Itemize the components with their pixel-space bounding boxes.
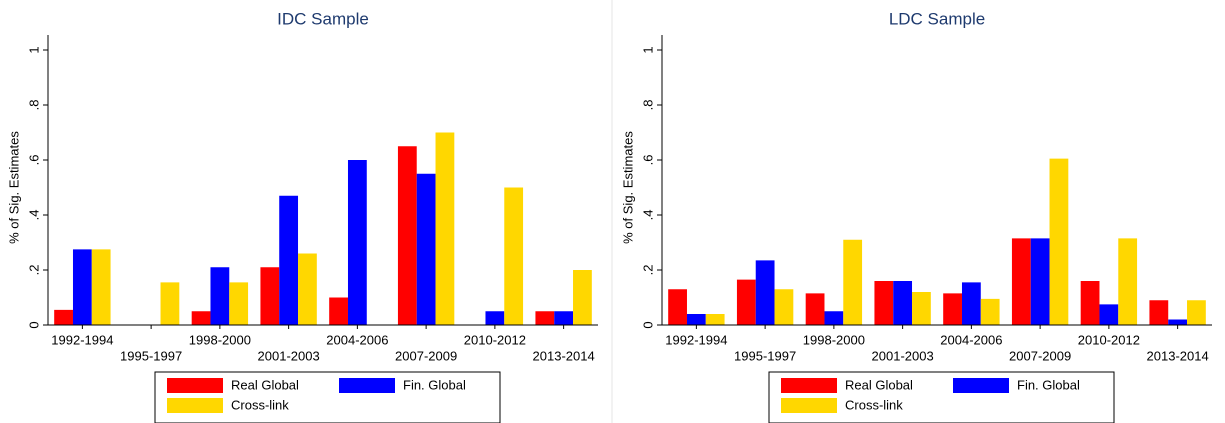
bar <box>755 260 775 325</box>
bar <box>824 311 844 325</box>
bar <box>416 173 436 325</box>
y-tick-label: 0 <box>26 321 41 328</box>
y-tick-label: 1 <box>26 46 41 53</box>
x-tick-label: 2010-2012 <box>1078 332 1140 347</box>
y-tick-label: .6 <box>26 155 41 166</box>
bar <box>874 281 894 325</box>
legend-label: Cross-link <box>845 397 903 412</box>
y-tick-label: 0 <box>640 321 655 328</box>
bar <box>435 132 455 325</box>
bar <box>912 292 931 325</box>
bar <box>535 311 555 325</box>
y-tick-label: .4 <box>26 210 41 221</box>
x-tick-label: 2004-2006 <box>326 332 388 347</box>
bar <box>554 311 574 325</box>
bar <box>72 249 92 325</box>
legend-swatch <box>781 398 837 413</box>
x-tick-label: 1995-1997 <box>734 348 796 363</box>
x-tick-label: 2013-2014 <box>533 348 595 363</box>
bar <box>805 293 825 325</box>
bar <box>347 160 367 325</box>
bar <box>943 293 962 325</box>
bar <box>160 282 180 325</box>
y-axis-label: % of Sig. Estimates <box>620 131 635 244</box>
legend-swatch <box>953 378 1009 393</box>
bar <box>1030 238 1050 325</box>
x-tick-label: 1998-2000 <box>803 332 865 347</box>
x-tick-label: 2010-2012 <box>464 332 526 347</box>
x-tick-label: 2013-2014 <box>1147 348 1209 363</box>
bar <box>1187 300 1206 325</box>
x-tick-label: 2004-2006 <box>940 332 1002 347</box>
legend-swatch <box>167 398 223 413</box>
y-tick-label: .2 <box>26 265 41 276</box>
bar <box>397 146 417 325</box>
legend-box <box>154 371 501 423</box>
x-tick-label: 1995-1997 <box>120 348 182 363</box>
chart-title: IDC Sample <box>277 9 369 28</box>
y-tick-label: .8 <box>640 100 655 111</box>
y-tick-label: .8 <box>26 100 41 111</box>
y-tick-label: .6 <box>640 155 655 166</box>
x-tick-label: 2001-2003 <box>872 348 934 363</box>
legend-label: Cross-link <box>231 397 289 412</box>
bar <box>329 297 348 325</box>
y-tick-label: 1 <box>640 46 655 53</box>
bar <box>279 195 299 325</box>
bar <box>893 281 913 325</box>
bar <box>1149 300 1169 325</box>
bar <box>1099 304 1119 325</box>
bar <box>1168 319 1188 325</box>
y-axis-label: % of Sig. Estimates <box>6 131 21 244</box>
x-tick-label: 1992-1994 <box>665 332 727 347</box>
legend-label: Real Global <box>845 377 913 392</box>
x-tick-label: 2007-2009 <box>395 348 457 363</box>
bar <box>1011 238 1031 325</box>
x-tick-label: 1992-1994 <box>51 332 113 347</box>
legend-label: Fin. Global <box>403 377 466 392</box>
legend-label: Fin. Global <box>1017 377 1080 392</box>
bar <box>774 289 794 325</box>
legend-swatch <box>339 378 395 393</box>
bar <box>705 314 725 325</box>
bar <box>1080 281 1100 325</box>
bar <box>961 282 981 325</box>
bar <box>686 314 706 325</box>
bar <box>260 267 280 325</box>
bar <box>1049 158 1069 325</box>
y-tick-label: .4 <box>640 210 655 221</box>
bar <box>229 282 249 325</box>
bar <box>91 249 111 325</box>
legend-swatch <box>167 378 223 393</box>
y-tick-label: .2 <box>640 265 655 276</box>
bar <box>210 267 230 325</box>
bar <box>485 311 505 325</box>
bar <box>54 309 73 325</box>
bar <box>843 239 863 325</box>
x-tick-label: 2001-2003 <box>258 348 320 363</box>
chart-title: LDC Sample <box>889 9 985 28</box>
legend-label: Real Global <box>231 377 299 392</box>
x-tick-label: 2007-2009 <box>1009 348 1071 363</box>
bar <box>298 253 317 325</box>
bar <box>980 298 1000 325</box>
x-tick-label: 1998-2000 <box>189 332 251 347</box>
bar <box>736 279 756 325</box>
bar <box>668 289 687 325</box>
bar <box>573 270 592 325</box>
bar <box>191 311 211 325</box>
legend-swatch <box>781 378 837 393</box>
bar <box>504 187 524 325</box>
bar <box>1118 238 1138 325</box>
